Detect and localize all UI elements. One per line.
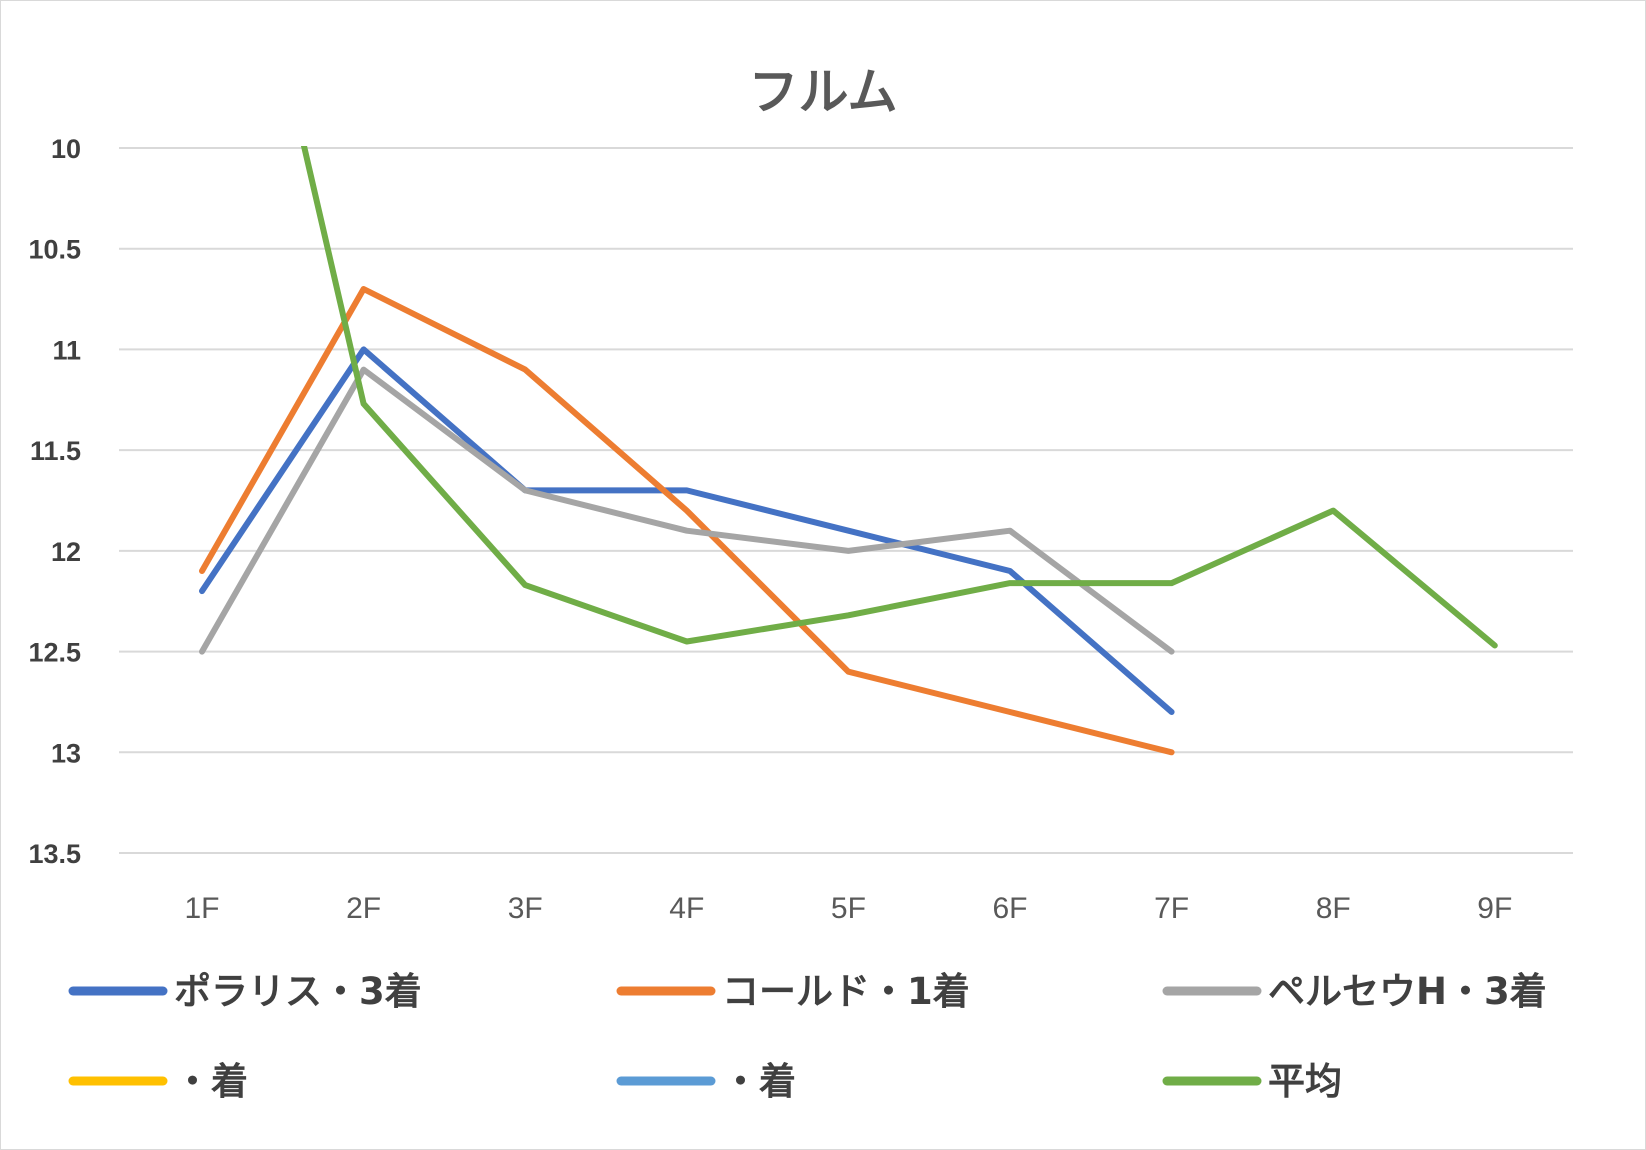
x-tick-label: 8F [1316,892,1351,925]
x-tick-label: 9F [1477,892,1512,925]
series-lines [199,146,1498,756]
legend-item: ・着 [616,1060,796,1103]
series-line-3 [199,366,1175,655]
chart-title: フルム [749,63,898,121]
legend: ポラリス・3着 コールド・1着 ペルセウH・3着・着 ・着 平均 [68,970,1547,1103]
y-tick-label: 11 [52,335,81,365]
legend-item: ・着 [68,1060,248,1103]
legend-item: 平均 [1162,1060,1342,1103]
legend-label: ポラリス・3着 [174,970,422,1013]
y-axis-ticks: 10 10.5 11 11.5 12 12.5 13 13.5 [28,134,81,869]
x-tick-label: 2F [346,892,381,925]
y-tick-label: 13 [51,738,81,768]
gridlines [119,147,1573,854]
x-axis-ticks: 1F 2F 3F 4F 5F 6F 7F 8F 9F [184,892,1512,925]
y-tick-label: 12 [51,537,81,567]
legend-item: コールド・1着 [616,970,970,1013]
y-tick-label: 11.5 [30,436,81,466]
y-tick-label: 13.5 [28,839,81,869]
y-tick-label: 12.5 [28,638,81,668]
series-line-2 [199,286,1175,756]
x-tick-label: 3F [508,892,543,925]
series-line-1 [199,346,1175,715]
legend-label: ペルセウH・3着 [1268,970,1547,1013]
legend-label: ・着 [174,1060,248,1103]
x-tick-label: 5F [831,892,866,925]
x-tick-label: 1F [184,892,219,925]
legend-label: ・着 [722,1060,796,1103]
y-tick-label: 10 [51,134,81,164]
series-line-6 [300,146,1498,649]
x-tick-label: 4F [669,892,704,925]
legend-label: コールド・1着 [722,970,970,1013]
legend-item: ペルセウH・3着 [1162,970,1547,1013]
x-tick-label: 7F [1154,892,1189,925]
legend-item: ポラリス・3着 [68,970,422,1013]
y-tick-label: 10.5 [28,235,81,265]
x-tick-label: 6F [992,892,1027,925]
legend-label: 平均 [1268,1060,1342,1103]
